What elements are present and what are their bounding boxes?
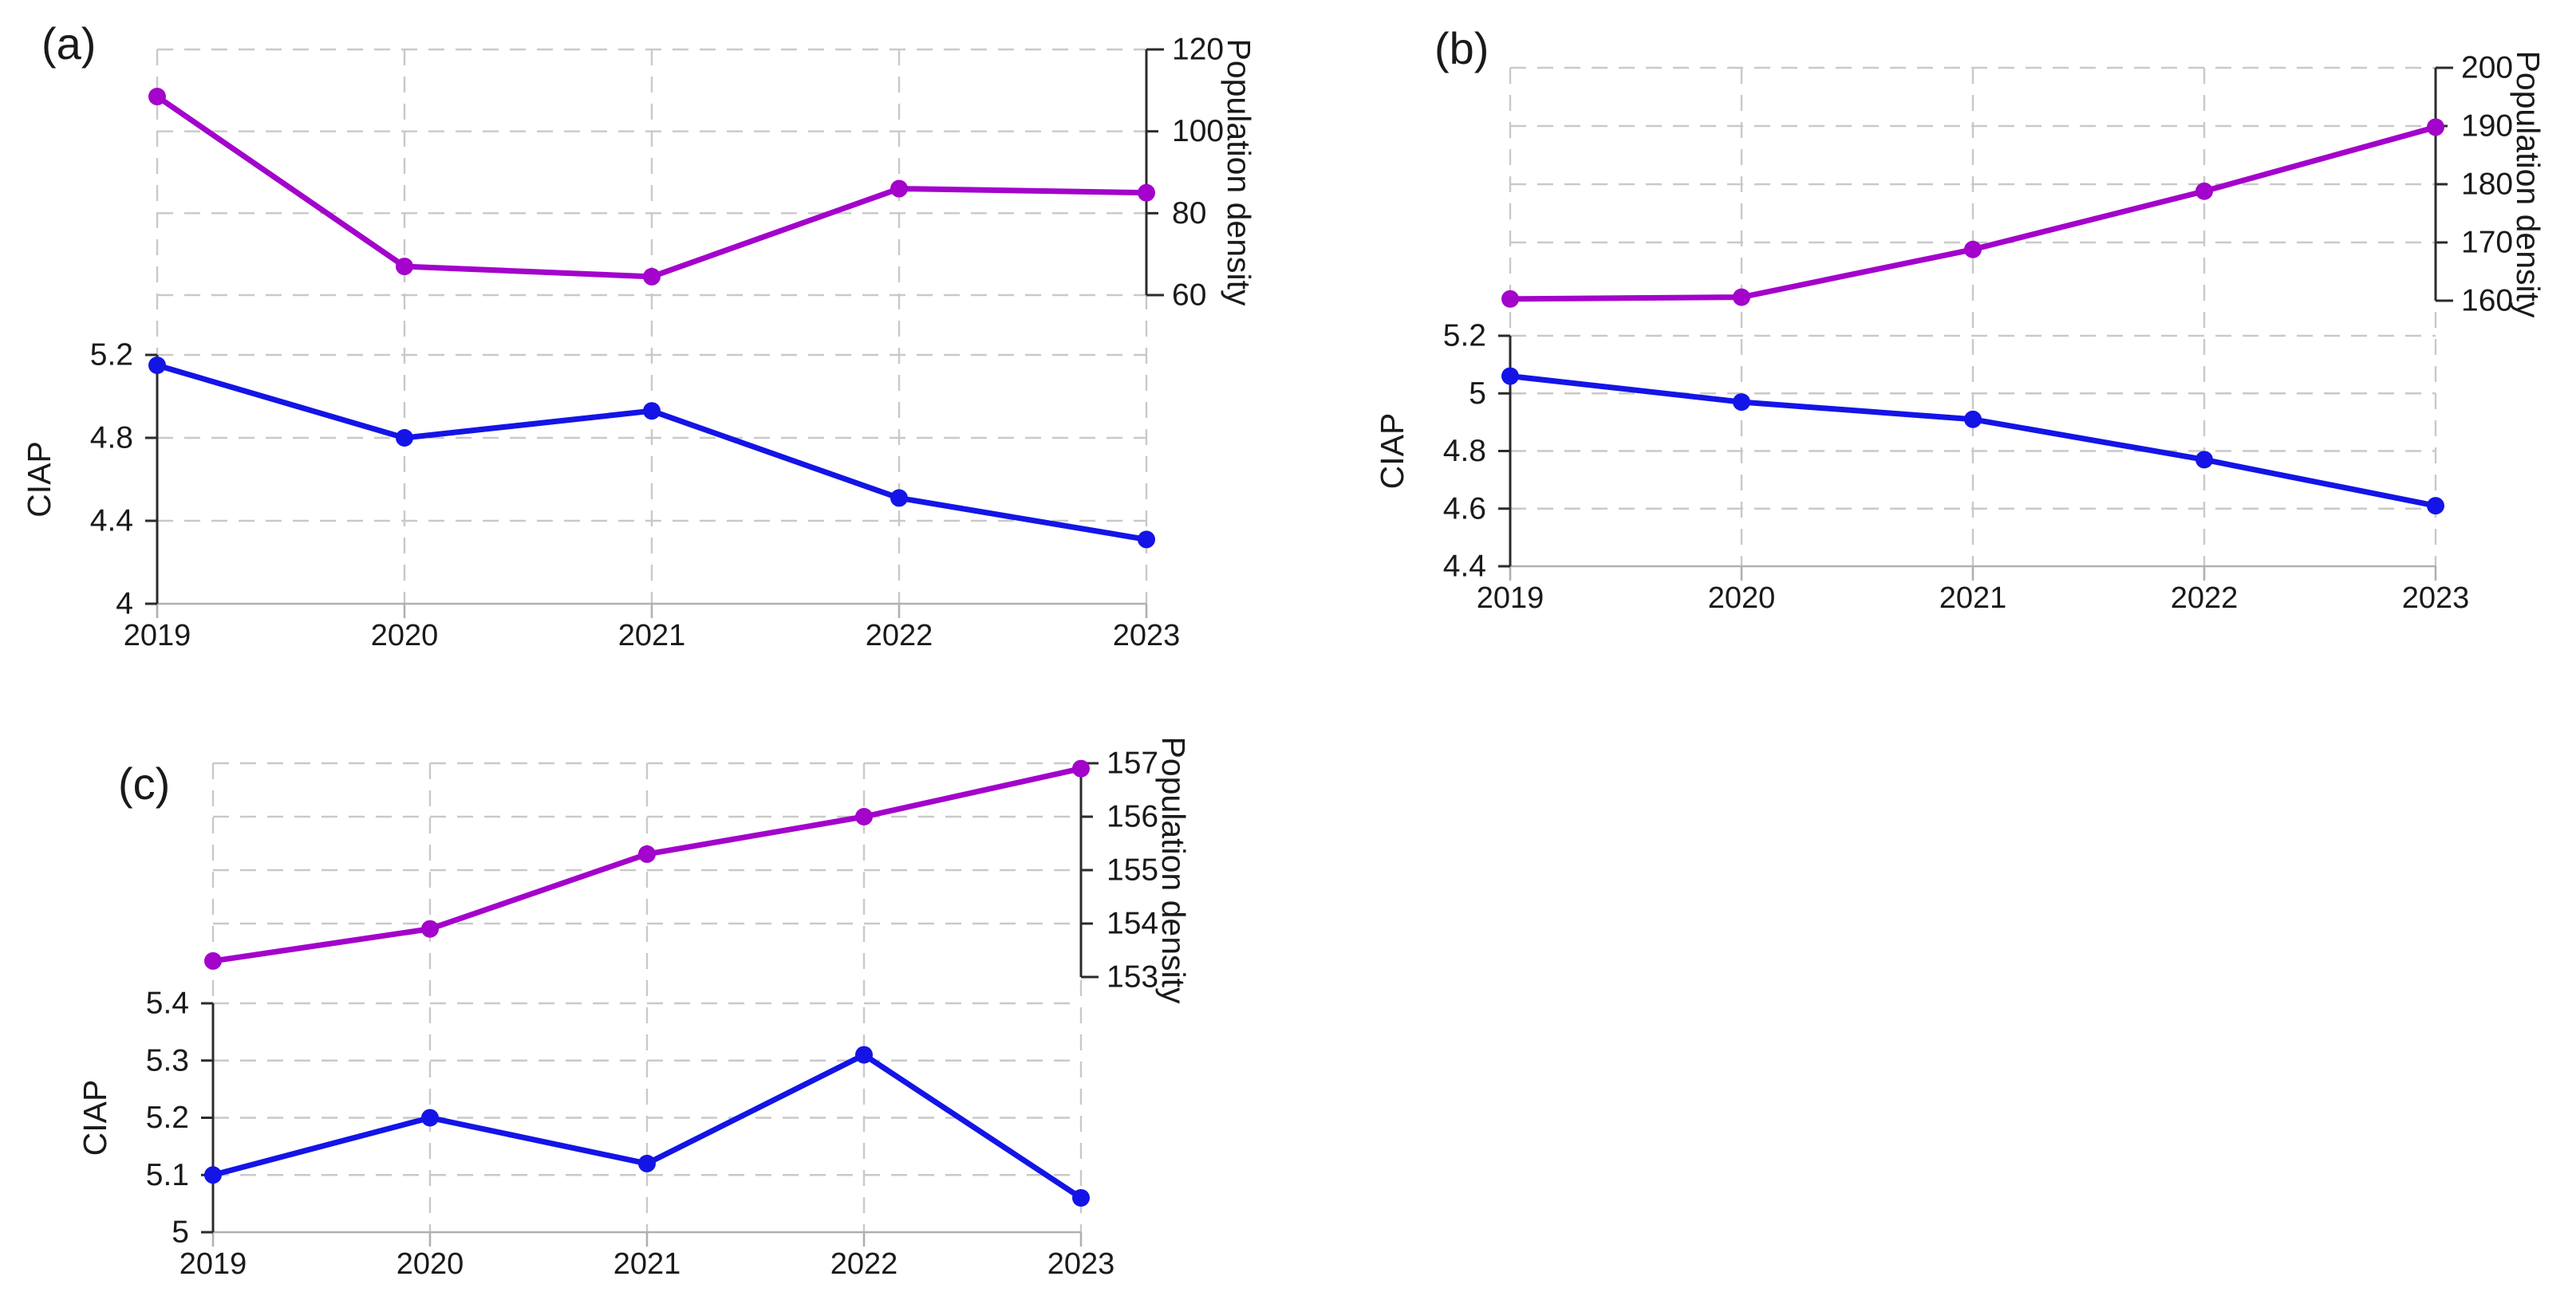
ciap-point	[421, 1109, 439, 1127]
pop-tick-label: 155	[1107, 853, 1158, 888]
pop-density-point	[2427, 118, 2444, 136]
ciap-axis-title: CIAP	[21, 441, 57, 518]
ciap-tick-label: 4.6	[1443, 491, 1486, 526]
pop-density-point	[396, 258, 413, 276]
chart-panel-a: 2019 2020 2021 2022 2023 120 100 80 60 Population…	[21, 18, 1257, 652]
year-label: 2019	[1477, 581, 1544, 615]
ciap-tick-label: 5.2	[90, 338, 133, 372]
ciap-point	[396, 429, 413, 447]
year-label: 2021	[1939, 581, 2007, 615]
year-label: 2022	[866, 619, 933, 652]
pop-density-point	[2195, 182, 2213, 200]
pop-density-point	[638, 845, 656, 863]
pop-density-point	[1964, 240, 1982, 258]
panel-label: (a)	[41, 18, 96, 69]
panel-label: (c)	[118, 758, 170, 809]
year-label: 2020	[1708, 581, 1776, 615]
pop-axis-title: Population density	[2510, 50, 2546, 318]
ciap-point	[2427, 497, 2444, 515]
year-label: 2019	[179, 1247, 247, 1281]
pop-density-point	[1138, 183, 1155, 202]
ciap-tick-label: 4.4	[90, 504, 133, 538]
ciap-point	[148, 357, 166, 374]
ciap-tick-label: 5.1	[146, 1158, 189, 1192]
pop-axis-title: Population density	[1221, 38, 1257, 306]
ciap-tick-label: 5.2	[146, 1101, 189, 1135]
year-label: 2023	[1047, 1247, 1115, 1281]
pop-tick-label: 120	[1172, 33, 1224, 67]
pop-tick-label: 160	[2461, 284, 2513, 318]
pop-tick-label: 157	[1107, 747, 1158, 781]
pop-tick-label: 100	[1172, 114, 1224, 148]
ciap-point	[643, 402, 661, 420]
ciap-point	[1733, 393, 1750, 412]
chart-panel-b: 2019 2020 2021 2022 2023 200 190 180 170 160Popul…	[1374, 23, 2546, 615]
pop-density-point	[1072, 759, 1090, 778]
ciap-point	[638, 1154, 656, 1172]
pop-density-point	[421, 920, 439, 938]
pop-tick-label: 180	[2461, 167, 2513, 202]
pop-axis-title: Population density	[1155, 736, 1192, 1004]
ciap-point	[1138, 530, 1155, 549]
ciap-point	[204, 1166, 222, 1184]
ciap-tick-label: 4	[116, 587, 133, 621]
ciap-tick-label: 5.2	[1443, 319, 1486, 353]
ciap-point	[1501, 367, 1519, 385]
pop-tick-label: 190	[2461, 109, 2513, 144]
pop-density-point	[1501, 290, 1519, 308]
year-label: 2023	[1113, 619, 1181, 652]
pop-density-point	[204, 951, 222, 970]
pop-density-point	[643, 267, 661, 286]
ciap-point	[1072, 1188, 1090, 1207]
pop-tick-label: 154	[1107, 907, 1158, 941]
year-label: 2022	[830, 1247, 898, 1281]
ciap-tick-label: 4.8	[1443, 434, 1486, 468]
pop-density-point	[890, 179, 908, 198]
pop-tick-label: 156	[1107, 800, 1158, 834]
ciap-tick-label: 4.8	[90, 421, 133, 455]
chart-panel-c: 2019 2020 2021 2022 2023 157 156 155 154 153Popul…	[77, 736, 1192, 1281]
pop-density-point	[1733, 288, 1750, 306]
year-label: 2021	[618, 619, 686, 652]
pop-tick-label: 170	[2461, 226, 2513, 260]
ciap-point	[855, 1046, 873, 1064]
pop-tick-label: 60	[1172, 278, 1206, 313]
ciap-point	[890, 489, 908, 507]
ciap-axis-title: CIAP	[77, 1080, 113, 1156]
year-label: 2019	[124, 619, 191, 652]
pop-tick-label: 153	[1107, 960, 1158, 995]
pop-tick-label: 200	[2461, 51, 2513, 85]
year-label: 2020	[396, 1247, 464, 1281]
pop-density-point	[148, 88, 166, 106]
ciap-tick-label: 4.4	[1443, 550, 1486, 584]
ciap-tick-label: 5.4	[146, 987, 189, 1021]
ciap-axis-title: CIAP	[1374, 413, 1410, 490]
year-label: 2021	[613, 1247, 681, 1281]
year-label: 2020	[371, 619, 439, 652]
ciap-tick-label: 5	[1469, 376, 1486, 411]
ciap-tick-label: 5	[172, 1215, 189, 1250]
year-label: 2022	[2171, 581, 2239, 615]
panel-label: (b)	[1434, 23, 1489, 73]
ciap-point	[1964, 410, 1982, 428]
year-label: 2023	[2402, 581, 2470, 615]
pop-density-point	[855, 808, 873, 825]
pop-tick-label: 80	[1172, 196, 1206, 230]
ciap-tick-label: 5.3	[146, 1043, 189, 1077]
ciap-point	[2195, 451, 2213, 469]
